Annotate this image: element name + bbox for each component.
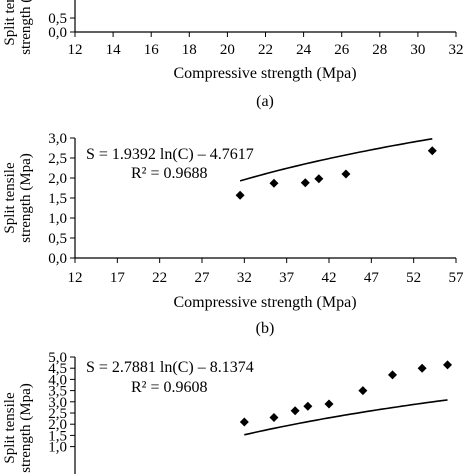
x-tick-label: 22	[258, 42, 273, 58]
x-tick-label: 37	[279, 270, 295, 286]
data-point	[269, 178, 279, 188]
y-tick-label: 3,5	[48, 384, 67, 400]
y-tick-label: 5,0	[48, 350, 67, 366]
y-tick-label: 2,5	[48, 151, 67, 167]
y-tick-label: 3,0	[48, 131, 67, 147]
x-tick-label: 22	[152, 270, 167, 286]
panel-label: (a)	[256, 93, 274, 110]
x-tick-label: 27	[195, 270, 211, 286]
x-tick-label: 16	[144, 42, 160, 58]
x-tick-label: 12	[68, 270, 83, 286]
equation-label: S = 1.9392 ln(C) – 4.7617	[86, 146, 254, 163]
x-tick-label: 32	[237, 270, 252, 286]
data-point	[358, 386, 368, 396]
trendline	[239, 138, 433, 182]
x-tick-label: 47	[364, 270, 380, 286]
chart-panel-b: 0,0 0,5 1,0 1,5 2,0 2,5 3,0 12 17 22 27 32 37 42 47 52…	[2, 131, 464, 337]
x-axis-label: Compressive strength (Mpa)	[173, 294, 356, 311]
r-squared-label: R² = 0.9688	[131, 165, 208, 182]
x-tick-label: 26	[334, 42, 350, 58]
data-point	[269, 412, 279, 422]
data-point	[300, 178, 310, 188]
y-tick-label: 1,5	[48, 428, 67, 444]
x-tick-label: 28	[372, 42, 387, 58]
data-point	[303, 401, 313, 411]
x-tick-label: 52	[406, 270, 421, 286]
y-tick-label: 0,5	[48, 11, 67, 27]
y-tick-label: 0,0	[48, 25, 67, 41]
r-squared-label: R² = 0.9608	[131, 379, 208, 396]
y-tick-label: 4,5	[48, 361, 67, 377]
trendline	[244, 399, 448, 436]
x-axis-label: Compressive strength (Mpa)	[173, 65, 356, 82]
x-tick-label: 32	[449, 42, 464, 58]
x-tick-label: 24	[296, 42, 312, 58]
data-point	[443, 360, 453, 370]
y-tick-label: 4,0	[48, 372, 67, 388]
data-point	[290, 406, 300, 416]
data-point	[417, 363, 427, 373]
y-tick-label: 2,0	[48, 171, 67, 187]
x-tick-label: 14	[106, 42, 122, 58]
chart-panel-c: 1,01,52,02,53,03,54,04,55,0 S = 2.7881 l…	[2, 350, 453, 474]
y-tick-label: 2,0	[48, 417, 67, 433]
data-point	[314, 174, 324, 184]
y-tick-label: 1,0	[48, 440, 67, 456]
y-axis-label: Split tensile	[2, 162, 18, 234]
x-tick-label: 57	[449, 270, 465, 286]
x-tick-label: 12	[68, 42, 83, 58]
panel-label: (b)	[256, 320, 275, 337]
y-axis-label: strength (Mpa)	[18, 0, 34, 55]
y-axis-label: strength (Mpa)	[18, 383, 34, 473]
y-tick-label: 2,5	[48, 406, 67, 422]
x-tick-label: 17	[110, 270, 126, 286]
equation-label: S = 2.7881 ln(C) – 8.1374	[86, 359, 254, 376]
data-point	[324, 399, 334, 409]
x-tick-label: 30	[410, 42, 425, 58]
y-axis-label: Split tensile	[2, 392, 18, 464]
data-point	[235, 190, 245, 200]
y-tick-label: 0,5	[48, 231, 67, 247]
y-axis-label: Split tensile	[2, 0, 18, 46]
y-tick-label: 3,0	[48, 395, 67, 411]
x-tick-label: 42	[322, 270, 337, 286]
data-point	[239, 417, 249, 427]
x-tick-label: 18	[182, 42, 197, 58]
data-point	[388, 370, 397, 380]
y-tick-label: 1,0	[48, 211, 67, 227]
data-point	[341, 169, 351, 179]
y-axis-label: strength (Mpa)	[18, 153, 34, 243]
y-tick-label: 1,5	[48, 191, 67, 207]
y-tick-label: 0,0	[48, 251, 67, 267]
chart-panel-a: 0,00,5 12 14 16 18 20 22 24 26 28 30 32 Split tens…	[2, 0, 464, 110]
data-point	[427, 146, 437, 156]
x-tick-label: 20	[220, 42, 235, 58]
